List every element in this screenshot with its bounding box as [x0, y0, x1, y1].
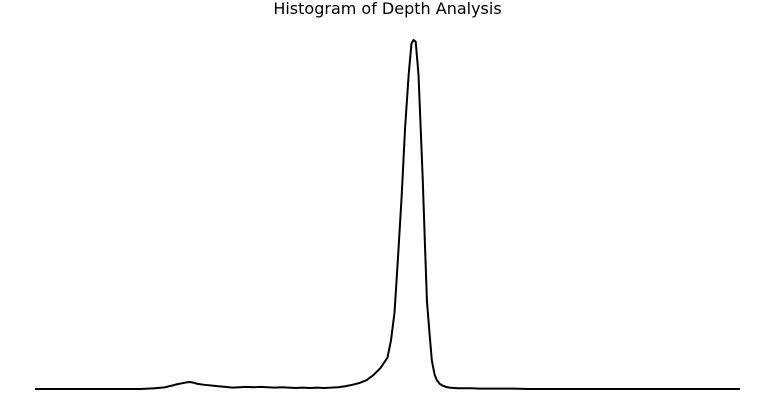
plot-area [35, 39, 740, 390]
series-line-0 [35, 39, 740, 390]
chart-title: Histogram of Depth Analysis [273, 0, 501, 18]
